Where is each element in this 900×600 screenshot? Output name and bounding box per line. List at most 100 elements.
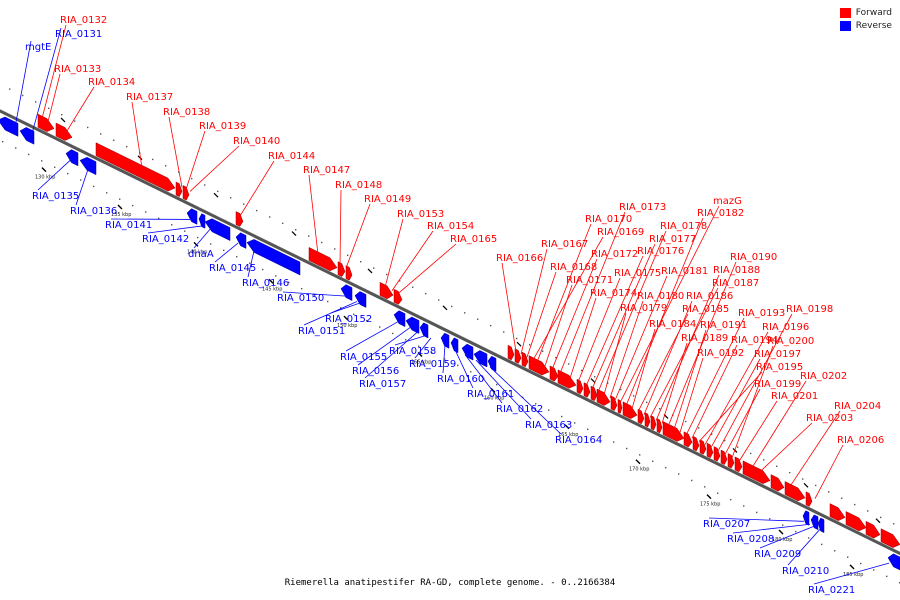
- leader-line: [29, 27, 62, 141]
- leader-line: [66, 86, 95, 132]
- label-ria-0163: RIA_0163: [525, 420, 572, 431]
- gene-forward-33: [713, 446, 721, 462]
- leader-line: [585, 255, 644, 387]
- gene-reverse-0: [0, 116, 19, 137]
- leader-line: [661, 342, 688, 424]
- tick-mark: [268, 278, 274, 284]
- tick-mark: [137, 155, 143, 161]
- tick-label: 175 kbp: [700, 502, 720, 508]
- gene-forward-43: [865, 520, 881, 539]
- gene-forward-32: [706, 442, 714, 459]
- leader-line: [345, 203, 371, 269]
- label-mazg: mazG: [713, 196, 742, 207]
- leader-line: [442, 344, 446, 374]
- scale-dot: [815, 484, 817, 487]
- scale-dot: [594, 376, 596, 378]
- label-ria-0164: RIA_0164: [555, 435, 602, 446]
- gene-forward-42: [845, 511, 867, 532]
- label-ria-0179: RIA_0179: [620, 303, 667, 314]
- scale-dot: [431, 351, 433, 354]
- tick-label: 145 kbp: [262, 286, 282, 292]
- label-ria-0142: RIA_0142: [142, 234, 189, 245]
- leader-line: [717, 313, 793, 452]
- gene-forward-31: [699, 439, 707, 455]
- leader-line: [345, 321, 399, 352]
- leader-line: [731, 345, 774, 459]
- scale-dot: [763, 459, 765, 461]
- gene-forward-26: [650, 415, 657, 431]
- scale-dot: [847, 556, 849, 558]
- leader-line: [308, 174, 319, 255]
- scale-dot: [464, 312, 466, 314]
- leader-line: [591, 243, 656, 390]
- label-ria-0175: RIA_0175: [614, 268, 661, 279]
- scale-dot: [652, 460, 654, 462]
- scale-dot: [314, 294, 316, 296]
- tick-mark: [213, 192, 219, 198]
- leader-line: [168, 116, 183, 188]
- label-ria-0188: RIA_0188: [713, 265, 760, 276]
- scale-dot: [74, 120, 76, 122]
- label-ria-0154: RIA_0154: [427, 221, 474, 232]
- leader-line: [751, 380, 807, 468]
- gene-forward-24: [637, 408, 645, 425]
- leader-line: [577, 277, 621, 383]
- label-ria-0181: RIA_0181: [661, 266, 708, 277]
- scale-dot: [548, 409, 550, 411]
- label-ria-0202: RIA_0202: [800, 371, 847, 382]
- gene-forward-19: [590, 385, 598, 402]
- label-ria-0141: RIA_0141: [105, 220, 152, 231]
- label-ria-0148: RIA_0148: [335, 180, 382, 191]
- label-ria-0136: RIA_0136: [70, 206, 117, 217]
- label-ria-0185: RIA_0185: [682, 304, 729, 315]
- tick-mark: [442, 305, 448, 311]
- scale-dot: [217, 190, 219, 193]
- leader-line: [724, 388, 761, 455]
- leader-line: [394, 335, 427, 346]
- scale-dot: [22, 94, 24, 97]
- scale-dot: [516, 337, 518, 340]
- tick-mark: [849, 564, 855, 570]
- scale-dot: [152, 158, 154, 161]
- tick-mark: [343, 315, 349, 321]
- scale-dot: [444, 358, 446, 360]
- leader-line: [384, 218, 404, 288]
- scale-dot: [490, 324, 492, 327]
- leader-line: [559, 211, 626, 374]
- label-ria-0207: RIA_0207: [703, 519, 750, 530]
- label-ria-0133: RIA_0133: [54, 64, 101, 75]
- scale-dot: [67, 172, 69, 175]
- scale-dot: [275, 275, 277, 277]
- scale-dot: [425, 292, 427, 295]
- scale-dot: [340, 307, 342, 309]
- scale-dot: [158, 217, 160, 220]
- tick-label: 130 kbp: [35, 175, 55, 181]
- gene-forward-35: [727, 453, 735, 469]
- gene-forward-10: [393, 288, 403, 305]
- scale-dot: [204, 184, 206, 186]
- label-ria-0162: RIA_0162: [496, 404, 543, 415]
- tick-label: 160 kbp: [484, 395, 504, 401]
- gene-reverse-2: [65, 149, 79, 167]
- scale-dot: [80, 179, 82, 181]
- gene-forward-17: [576, 378, 584, 395]
- gene-forward-6: [308, 247, 338, 272]
- leader-line: [414, 337, 432, 359]
- gene-forward-37: [742, 460, 771, 484]
- scale-dot: [496, 383, 498, 386]
- gene-reverse-3: [79, 157, 97, 176]
- scale-dot: [821, 543, 823, 546]
- reverse-label: Reverse: [855, 21, 892, 31]
- label-ria-0193: RIA_0193: [738, 308, 785, 319]
- scale-dot: [789, 471, 791, 474]
- gene-forward-12: [514, 348, 522, 364]
- leader-line: [37, 160, 71, 191]
- tick-mark: [564, 424, 570, 430]
- gene-reverse-7: [235, 232, 247, 249]
- label-ria-0184: RIA_0184: [649, 319, 696, 330]
- gene-forward-13: [521, 351, 529, 368]
- leader-line: [619, 205, 720, 404]
- gene-forward-4: [182, 185, 190, 201]
- leader-line: [759, 525, 815, 549]
- scale-dot: [854, 503, 856, 506]
